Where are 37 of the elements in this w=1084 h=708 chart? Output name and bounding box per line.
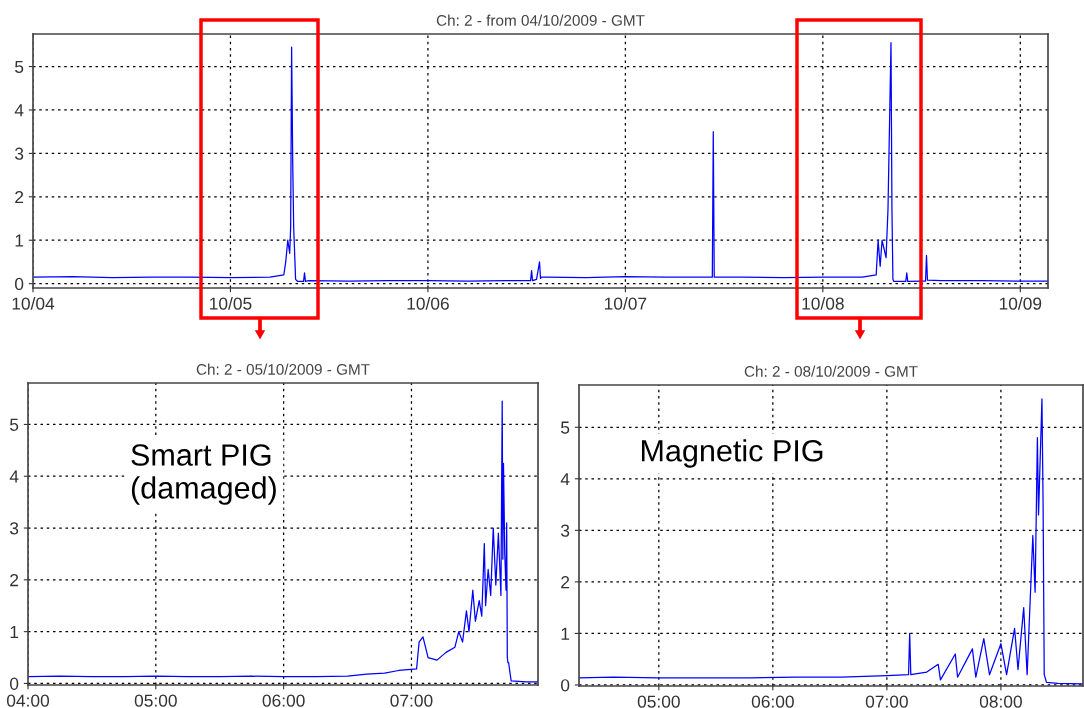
y-tick-label: 2 (15, 190, 24, 204)
x-tick-label: 10/06 (407, 297, 449, 310)
x-tick-label: 05:00 (637, 695, 680, 708)
x-tick-label: 06:00 (751, 695, 794, 708)
y-tick-label: 5 (10, 418, 19, 431)
x-tick-label: 05:00 (134, 694, 177, 707)
annotation: Smart PIG (damaged) (131, 444, 276, 505)
y-tick-label: 3 (560, 524, 570, 537)
x-tick-label: 08:00 (979, 695, 1022, 708)
y-tick-label: 1 (15, 234, 24, 247)
x-tick-label: 10/08 (802, 297, 844, 310)
y-tick-label: 0 (15, 277, 24, 291)
y-tick-label: 2 (10, 574, 19, 587)
y-tick-label: 4 (14, 104, 24, 117)
y-tick-label: 1 (10, 625, 19, 638)
x-tick-label: 10/09 (999, 297, 1042, 310)
y-tick-label: 3 (14, 147, 24, 160)
x-tick-label: 07:00 (390, 694, 433, 707)
chart-title: Ch: 2 - 05/10/2009 - GMT (196, 363, 370, 375)
y-tick-label: 1 (561, 627, 570, 640)
chart-title: Ch: 2 - from 04/10/2009 - GMT (436, 14, 645, 26)
y-tick-label: 4 (9, 470, 19, 483)
y-tick-label: 0 (561, 679, 570, 692)
y-tick-label: 4 (560, 473, 570, 486)
y-tick-label: 3 (9, 522, 19, 535)
annotation: Magnetic PIG (641, 439, 823, 468)
x-tick-label: 06:00 (262, 694, 305, 707)
y-tick-label: 5 (561, 421, 570, 434)
x-tick-label: 10/04 (12, 297, 55, 310)
y-tick-label: 0 (10, 677, 19, 690)
y-tick-label: 2 (561, 576, 570, 589)
x-tick-label: 04:00 (6, 694, 50, 707)
y-tick-label: 5 (15, 60, 24, 74)
x-tick-label: 07:00 (865, 695, 908, 708)
x-tick-label: 10/05 (210, 297, 252, 310)
chart-title: Ch: 2 - 08/10/2009 - GMT (744, 365, 918, 377)
x-tick-label: 10/07 (604, 297, 647, 310)
